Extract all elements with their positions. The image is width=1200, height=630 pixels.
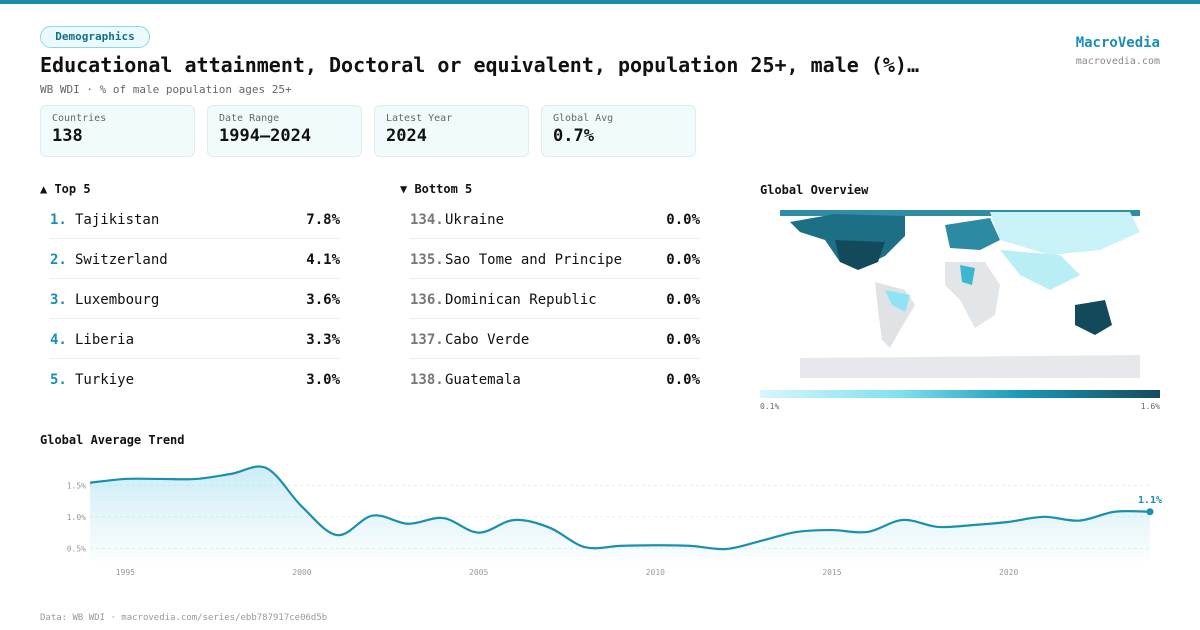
x-tick-label: 2020 [999, 568, 1018, 577]
country: Tajikistan [75, 212, 160, 228]
x-tick-label: 2015 [822, 568, 841, 577]
country: Sao Tome and Principe [445, 252, 623, 268]
subtitle: WB WDI · % of male population ages 25+ [40, 83, 292, 96]
area [90, 466, 1150, 561]
rank: 4. [50, 332, 67, 348]
value: 0.0% [666, 292, 700, 308]
country: Liberia [75, 332, 135, 348]
rank: 137. [410, 332, 444, 348]
separator [410, 238, 700, 239]
stat-value: 0.7% [553, 126, 594, 146]
value: 0.0% [666, 212, 700, 228]
value: 3.0% [306, 372, 340, 388]
list-title: ▲ Top 5 [40, 182, 91, 196]
country: Dominican Republic [445, 292, 597, 308]
stat-value: 1994–2024 [219, 126, 312, 146]
stat-card [374, 105, 529, 157]
title: Educational attainment, Doctoral or equi… [40, 53, 919, 77]
value: 3.3% [306, 332, 340, 348]
value: 0.0% [666, 252, 700, 268]
site: macrovedia.com [1075, 56, 1160, 67]
world-map [780, 210, 1140, 378]
separator [50, 318, 340, 319]
list-title: ▼ Bottom 5 [400, 182, 473, 196]
x-tick-label: 2010 [646, 568, 665, 577]
end-point [1146, 508, 1154, 516]
top-bar [0, 0, 1200, 4]
separator [50, 278, 340, 279]
value: 3.6% [306, 292, 340, 308]
stat-value: 138 [52, 126, 83, 146]
value: 0.0% [666, 332, 700, 348]
color-scale [760, 390, 1160, 398]
separator [410, 278, 700, 279]
value: 4.1% [306, 252, 340, 268]
stat-label: Countries [52, 113, 107, 124]
footer: Data: WB WDI · macrovedia.com/series/ebb… [40, 613, 328, 623]
stat-value: 2024 [386, 126, 427, 146]
country: Ukraine [445, 212, 505, 228]
rank: 3. [50, 292, 67, 308]
x-tick-label: 2005 [469, 568, 488, 577]
y-tick-label: 1.0% [67, 513, 86, 522]
scale-min: 0.1% [760, 402, 780, 411]
stat-label: Date Range [219, 113, 280, 124]
tag: Demographics [40, 26, 150, 48]
value: 0.0% [666, 372, 700, 388]
stat-card [541, 105, 696, 157]
y-tick-label: 0.5% [67, 544, 86, 553]
country: Luxembourg [75, 292, 160, 308]
x-tick-label: 2000 [292, 568, 311, 577]
country: Guatemala [445, 372, 521, 388]
country: Switzerland [75, 252, 168, 268]
x-tick-label: 1995 [116, 568, 135, 577]
y-tick-label: 1.5% [67, 481, 86, 490]
separator [50, 358, 340, 359]
separator [410, 358, 700, 359]
value-label: 1.1% [1138, 495, 1162, 506]
separator [410, 318, 700, 319]
rank: 136. [410, 292, 444, 308]
brand: MacroVedia [1075, 35, 1160, 51]
stat-card [40, 105, 195, 157]
line [89, 465, 1151, 551]
rank: 1. [50, 212, 67, 228]
rank: 2. [50, 252, 67, 268]
chart-title: Global Average Trend [40, 433, 185, 447]
stat-card [207, 105, 362, 157]
rank: 138. [410, 372, 444, 388]
rank: 135. [410, 252, 444, 268]
scale-max: 1.6% [1140, 402, 1160, 411]
stat-label: Global Avg [553, 113, 614, 124]
rank: 5. [50, 372, 67, 388]
rank: 134. [410, 212, 444, 228]
map-title: Global Overview [760, 183, 869, 197]
country: Cabo Verde [445, 332, 530, 348]
stat-label: Latest Year [386, 113, 453, 124]
country: Turkiye [75, 372, 135, 388]
separator [50, 238, 340, 239]
value: 7.8% [306, 212, 340, 228]
